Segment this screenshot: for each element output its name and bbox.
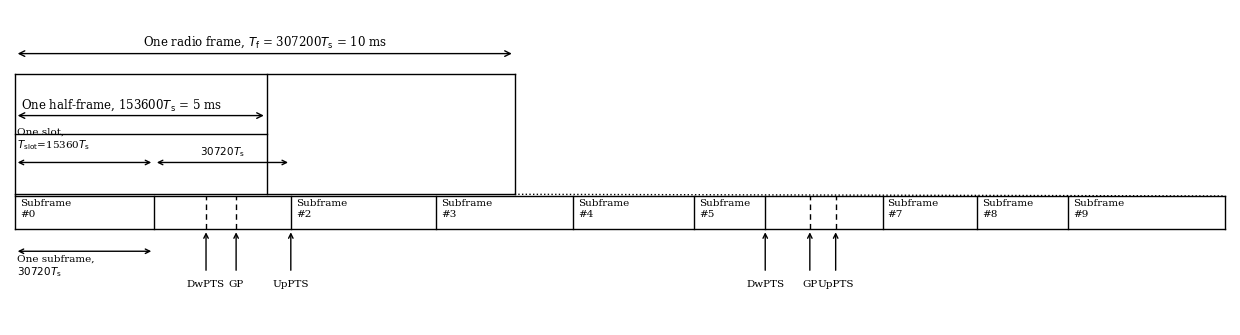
Text: Subframe
#7: Subframe #7 <box>888 199 939 219</box>
Text: Subframe
#5: Subframe #5 <box>699 199 750 219</box>
Text: DwPTS: DwPTS <box>187 280 226 289</box>
Text: DwPTS: DwPTS <box>746 280 784 289</box>
Text: Subframe
#3: Subframe #3 <box>441 199 492 219</box>
Text: UpPTS: UpPTS <box>817 280 854 289</box>
Text: One slot,
$T_{\mathrm{slot}}$=15360$T_{\mathrm{s}}$: One slot, $T_{\mathrm{slot}}$=15360$T_{\… <box>17 128 91 152</box>
Text: GP: GP <box>228 280 244 289</box>
Text: GP: GP <box>802 280 817 289</box>
Text: One subframe,
$30720T_{\mathrm{s}}$: One subframe, $30720T_{\mathrm{s}}$ <box>17 255 94 279</box>
Text: Subframe
#2: Subframe #2 <box>296 199 347 219</box>
Text: Subframe
#9: Subframe #9 <box>1073 199 1123 219</box>
Text: UpPTS: UpPTS <box>273 280 309 289</box>
Text: One radio frame, $T_{\mathrm{f}}$ = 307200$T_{\mathrm{s}}$ = 10 ms: One radio frame, $T_{\mathrm{f}}$ = 3072… <box>143 35 387 50</box>
Text: Subframe
#0: Subframe #0 <box>20 199 71 219</box>
Text: One half-frame, 153600$T_{\mathrm{s}}$ = 5 ms: One half-frame, 153600$T_{\mathrm{s}}$ =… <box>21 97 222 113</box>
Text: Subframe
#8: Subframe #8 <box>982 199 1033 219</box>
Text: $30720T_{\mathrm{s}}$: $30720T_{\mathrm{s}}$ <box>200 145 244 159</box>
Text: Subframe
#4: Subframe #4 <box>578 199 629 219</box>
